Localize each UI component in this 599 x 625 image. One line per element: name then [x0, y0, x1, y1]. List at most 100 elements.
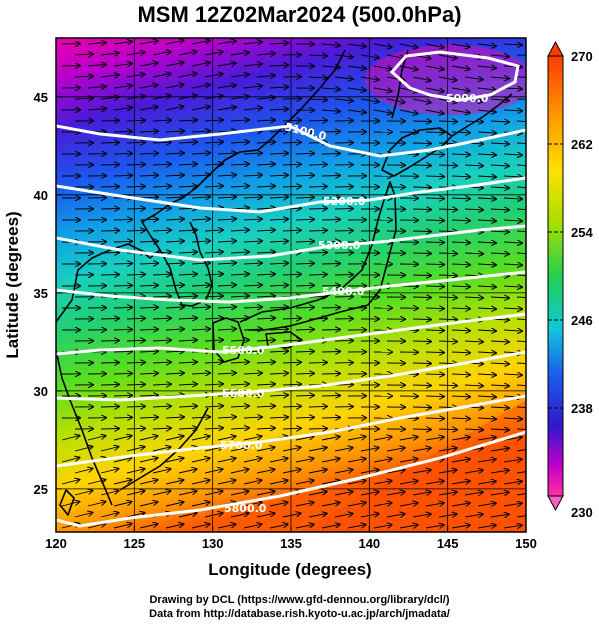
coast-ryukyu	[119, 407, 209, 491]
wind-arrow	[412, 470, 431, 473]
wind-arrow	[87, 65, 106, 67]
wind-arrow	[243, 285, 262, 286]
wind-arrow	[464, 253, 483, 254]
wind-arrow	[87, 87, 106, 89]
wind-arrow	[347, 503, 366, 506]
contour-line-5200	[56, 176, 526, 214]
wind-arrow	[113, 285, 132, 286]
wind-arrow	[191, 502, 210, 507]
wind-arrow	[399, 109, 418, 114]
wind-arrow	[308, 230, 327, 231]
wind-arrow	[516, 208, 526, 211]
wind-arrow	[165, 197, 184, 198]
wind-arrow	[165, 524, 184, 529]
colorbar-tick-label: 270	[571, 49, 593, 64]
wind-arrow	[126, 186, 145, 187]
wind-arrow	[347, 66, 366, 69]
wind-arrow	[295, 175, 314, 176]
wind-arrow	[100, 97, 119, 99]
wind-arrow	[178, 274, 197, 275]
wind-arrow	[490, 143, 509, 144]
wind-arrow	[399, 437, 418, 440]
wind-arrow	[425, 65, 444, 70]
wind-arrow	[243, 307, 262, 308]
wind-arrow	[503, 525, 522, 528]
colorbar-min-arrow	[547, 495, 564, 512]
wind-arrow	[178, 384, 197, 385]
wind-arrow	[191, 63, 210, 67]
wind-arrow	[373, 459, 392, 462]
wind-arrow	[503, 374, 522, 375]
wind-arrow	[503, 481, 522, 484]
wind-arrow	[126, 120, 145, 121]
y-tick-label: 25	[34, 482, 48, 497]
wind-arrow	[464, 514, 483, 517]
wind-arrow	[217, 85, 236, 88]
wind-arrow	[321, 198, 340, 199]
wind-arrow	[490, 297, 509, 298]
wind-arrow	[165, 436, 184, 441]
wind-arrow	[412, 76, 431, 81]
wind-arrow	[113, 524, 132, 529]
wind-arrow	[152, 340, 171, 341]
wind-arrow	[152, 142, 171, 143]
wind-arrow	[412, 253, 431, 254]
wind-arrow	[308, 120, 327, 121]
wind-arrow	[295, 373, 314, 374]
wind-arrow	[100, 385, 119, 386]
wind-arrow	[178, 142, 197, 143]
wind-arrow	[139, 480, 158, 485]
wind-arrow	[321, 286, 340, 287]
wind-arrow	[490, 385, 509, 386]
colorbar-ticks: 270 262 254 246 238 230	[548, 49, 593, 520]
wind-arrow	[464, 492, 483, 495]
wind-arrow	[74, 469, 93, 474]
wind-arrow	[230, 318, 249, 319]
contour-line-5000	[389, 50, 520, 102]
wind-arrow	[451, 396, 470, 397]
wind-arrow	[425, 330, 444, 331]
wind-arrow	[165, 40, 184, 45]
colorbar-tick-label: 238	[571, 401, 593, 416]
contour-label-5600: 5600.0	[222, 387, 265, 400]
wind-arrow	[412, 275, 431, 276]
wind-arrow	[178, 340, 197, 341]
wind-arrow	[61, 436, 79, 441]
wind-arrow	[256, 120, 275, 121]
wind-arrow	[87, 43, 106, 45]
wind-arrow	[230, 296, 249, 297]
wind-arrow	[373, 66, 392, 69]
wind-arrow	[126, 384, 145, 385]
wind-arrow	[425, 503, 444, 506]
wind-arrow	[308, 208, 327, 209]
wind-arrow	[191, 241, 210, 242]
wind-arrow	[321, 44, 340, 45]
wind-arrow	[451, 481, 470, 484]
wind-arrow	[191, 417, 210, 418]
wind-arrow	[152, 96, 171, 99]
wind-arrow	[425, 87, 444, 92]
wind-arrow	[516, 164, 526, 167]
wind-arrow	[347, 88, 366, 91]
wind-arrow	[269, 197, 288, 198]
wind-arrow	[425, 418, 444, 419]
wind-arrow	[204, 318, 223, 319]
wind-arrow	[243, 175, 262, 176]
wind-arrow	[503, 308, 522, 309]
wind-arrow	[477, 110, 496, 112]
wind-arrow	[321, 154, 340, 155]
wind-arrow	[334, 448, 353, 451]
x-tick-label: 135	[280, 536, 302, 551]
wind-arrow	[178, 252, 197, 253]
wind-arrow	[451, 352, 470, 353]
wind-arrow	[256, 53, 275, 55]
wind-arrow	[477, 264, 496, 265]
wind-arrow	[282, 428, 301, 429]
wind-arrow	[477, 286, 496, 287]
wind-arrow	[516, 142, 526, 145]
x-tick-label: 140	[358, 536, 380, 551]
wind-arrow	[516, 120, 526, 123]
wind-arrow	[178, 73, 197, 78]
wind-arrow	[477, 198, 496, 199]
wind-arrow	[477, 88, 496, 90]
